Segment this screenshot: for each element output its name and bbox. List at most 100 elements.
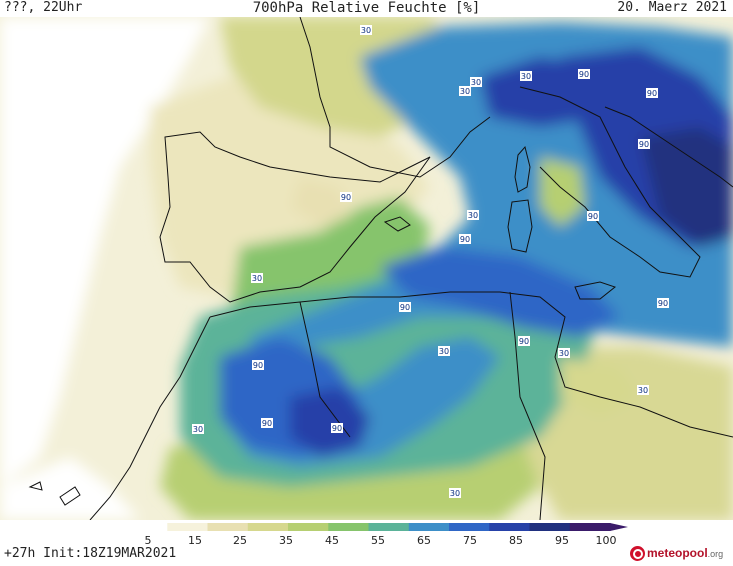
legend-swatch [167, 523, 209, 531]
contour-label: 30 [520, 71, 532, 81]
island-sardinia [507, 199, 533, 253]
contour-label-text: 90 [262, 419, 272, 428]
contour-label: 30 [467, 210, 479, 220]
coastline-north-africa [209, 291, 733, 438]
contour-label-box [449, 488, 461, 498]
legend-tick-label: 65 [417, 534, 431, 546]
legend-swatch [408, 523, 450, 531]
contour-label: 90 [646, 88, 658, 98]
contour-label: 90 [518, 336, 530, 346]
color-scale-legend: 5 15 25 35 45 55 65 75 85 95 100 [127, 523, 628, 546]
contour-label-text: 30 [471, 78, 481, 87]
contour-label-box [261, 418, 273, 428]
legend-swatch [529, 523, 571, 531]
contour-label-text: 30 [361, 26, 371, 35]
contour-label-text: 90 [647, 89, 657, 98]
legend-swatch [328, 523, 370, 531]
island-sicily [574, 281, 617, 300]
dry-area-southwest [0, 457, 140, 520]
logo-suffix: .org [707, 549, 724, 559]
contour-label-text: 30 [638, 386, 648, 395]
contour-label-box [470, 77, 482, 87]
contour-label-box [438, 346, 450, 356]
legend-swatch [288, 523, 329, 531]
contour-label: 90 [340, 192, 352, 202]
contour-label-text: 30 [460, 87, 470, 96]
contour-label-box [340, 192, 352, 202]
contour-label: 30 [449, 488, 461, 498]
contour-label-box [518, 336, 530, 346]
contour-label-text: 30 [252, 274, 262, 283]
legend-tick-label: 15 [188, 534, 202, 546]
contour-label: 90 [331, 423, 343, 433]
valid-time-label: ???, 22Uhr [4, 0, 83, 15]
contour-label-box [637, 385, 649, 395]
contour-label-text: 30 [468, 211, 478, 220]
border-tunisia-algeria [509, 291, 546, 520]
legend-tick-label: 100 [596, 534, 617, 546]
contour-label: 30 [251, 273, 263, 283]
legend-swatch [207, 523, 249, 531]
contour-label: 90 [657, 298, 669, 308]
contour-label: 30 [459, 86, 471, 96]
contour-label-text: 90 [400, 303, 410, 312]
map-title: 700hPa Relative Feuchte [%] [252, 0, 481, 16]
forecast-date: 20. Maerz 2021 [617, 0, 727, 15]
contour-label-text: 30 [193, 425, 203, 434]
contour-label: 30 [558, 348, 570, 358]
dry-pocket-spain [290, 177, 350, 227]
contour-label-box [558, 348, 570, 358]
contour-label-box [251, 273, 263, 283]
contour-label-text: 30 [450, 489, 460, 498]
contour-label-box [587, 211, 599, 221]
contour-label-text: 90 [341, 193, 351, 202]
humid-area-balkans [640, 127, 733, 247]
contour-label-text: 30 [559, 349, 569, 358]
legend-tick-label: 75 [463, 534, 477, 546]
contour-label: 90 [638, 139, 650, 149]
contour-label-box [252, 360, 264, 370]
dry-area-atlantic [0, 17, 210, 487]
contour-label: 90 [587, 211, 599, 221]
contour-label-box [520, 71, 532, 81]
contour-label-box [638, 139, 650, 149]
contour-label: 30 [637, 385, 649, 395]
border-algeria-morocco [299, 301, 351, 438]
coastline-iberia [159, 131, 431, 303]
contour-label-text: 90 [253, 361, 263, 370]
contour-label-box [192, 424, 204, 434]
legend-swatch [569, 523, 611, 531]
contour-label-text: 90 [460, 235, 470, 244]
coastline-atlantic-africa [89, 316, 211, 520]
contour-label-box [360, 25, 372, 35]
contour-label-box [657, 298, 669, 308]
contour-label-text: 90 [588, 212, 598, 221]
island-corsica [514, 145, 531, 193]
legend-tick-label: 55 [371, 534, 385, 546]
contour-label-box [331, 423, 343, 433]
run-info-label: +27h Init:18Z19MAR2021 [4, 546, 177, 561]
contour-label: 30 [470, 77, 482, 87]
contour-label: 90 [399, 302, 411, 312]
legend-tick-label: 45 [325, 534, 339, 546]
contour-label-box [467, 210, 479, 220]
meteopool-logo[interactable]: meteopool.org [630, 544, 733, 564]
contour-label-box [646, 88, 658, 98]
contour-label-text: 90 [332, 424, 342, 433]
contour-label: 30 [360, 25, 372, 35]
contour-label: 30 [438, 346, 450, 356]
dry-pocket-tunisia [540, 157, 585, 227]
contour-label: 90 [252, 360, 264, 370]
legend-tick-label: 5 [145, 534, 152, 546]
coastline-adriatic [604, 106, 733, 188]
logo-name: meteopool [647, 546, 708, 560]
contour-label-text: 30 [521, 72, 531, 81]
humid-area-sahara-core [290, 387, 370, 457]
coastline-france [299, 17, 491, 178]
contour-label: 90 [578, 69, 590, 79]
contour-label-box [459, 86, 471, 96]
contour-label-text: 90 [639, 140, 649, 149]
